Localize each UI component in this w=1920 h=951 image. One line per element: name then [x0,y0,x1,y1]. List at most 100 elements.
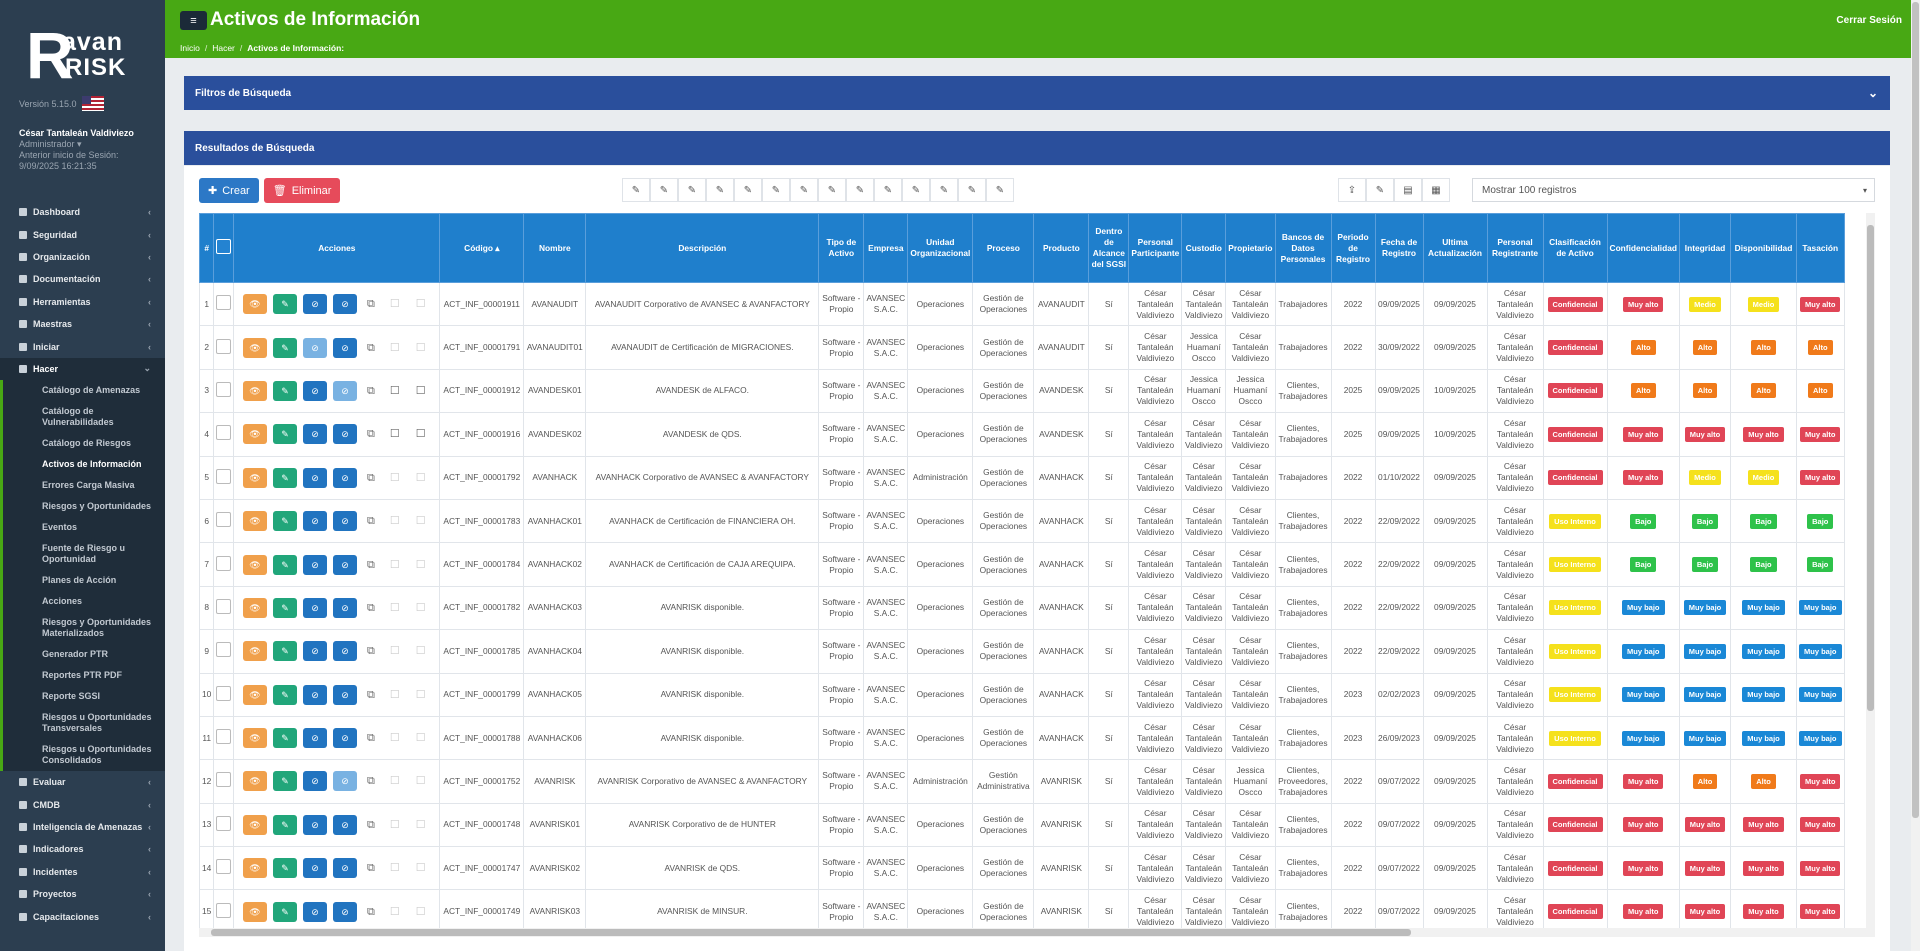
approve-icon[interactable]: ⊘ [303,424,328,445]
row-checkbox[interactable] [216,425,232,441]
submenu-item-riesgos-u-oportunidades-transversales[interactable]: Riesgos u Oportunidades Transversales [42,712,152,734]
sidebar-item-capacitaciones[interactable]: Capacitaciones ‹ [0,905,165,927]
copy-icon[interactable]: ⧉ [367,862,375,875]
row-checkbox[interactable] [216,815,232,831]
view-icon[interactable]: 👁 [243,641,268,662]
approve-icon[interactable]: ⊘ [303,380,328,401]
sidebar-item-iniciar[interactable]: Iniciar ‹ [0,335,165,357]
edit-icon[interactable]: ✎ [273,554,298,575]
edit-icon[interactable]: ✎ [273,467,298,488]
approve-icon[interactable]: ⊘ [303,771,328,792]
sidebar-item-incidentes[interactable]: Incidentes ‹ [0,861,165,883]
row-checkbox[interactable] [216,902,232,918]
edit-square-icon[interactable]: ☐ [415,428,426,441]
pencil-icon[interactable]: ✎ [650,178,678,202]
check-icon[interactable]: ⊘ [333,337,358,358]
us-flag-icon[interactable] [81,96,104,111]
submenu-item-errores-carga-masiva[interactable]: Errores Carga Masiva [42,480,135,491]
submenu-item-eventos[interactable]: Eventos [42,522,78,533]
pencil-icon[interactable]: ✎ [986,178,1014,202]
submenu-item-reportes-ptr-pdf[interactable]: Reportes PTR PDF [42,670,123,681]
upload-icon[interactable]: ⇪ [1338,178,1366,202]
edit-icon[interactable]: ✎ [273,511,298,532]
edit-square-icon[interactable]: ☐ [415,688,426,701]
edit-icon[interactable]: ✎ [273,337,298,358]
check-icon[interactable]: ⊘ [333,424,358,445]
view-icon[interactable]: 👁 [243,597,268,618]
edit-square-icon[interactable]: ☐ [415,298,426,311]
copy-icon[interactable]: ⧉ [367,558,375,571]
view-icon[interactable]: 👁 [243,554,268,575]
approve-icon[interactable]: ⊘ [303,294,328,315]
approve-icon[interactable]: ⊘ [303,337,328,358]
check-icon[interactable]: ⊘ [333,554,358,575]
sidebar-item-documentacion[interactable]: Documentación ‹ [0,268,165,290]
copy-icon[interactable]: ⧉ [367,775,375,788]
edit-square-icon[interactable]: ☐ [415,471,426,484]
chevron-down-icon[interactable]: ⌄ [1867,86,1878,100]
sidebar-item-proyectos[interactable]: Proyectos ‹ [0,883,165,905]
row-checkbox[interactable] [216,381,232,397]
submenu-item-catalogo-de-amenazas[interactable]: Catálogo de Amenazas [42,385,141,396]
approve-icon[interactable]: ⊘ [303,597,328,618]
breadcrumb-inicio[interactable]: Inicio [180,43,200,53]
approve-icon[interactable]: ⊘ [303,467,328,488]
column-header-codigo[interactable]: Código ▴ [439,213,525,283]
sidebar-item-maestras[interactable]: Maestras ‹ [0,313,165,335]
edit-square-icon[interactable]: ☐ [415,905,426,918]
page-size-select[interactable]: Mostrar 100 registros ▾ [1472,178,1875,202]
filters-panel-header[interactable]: Filtros de Búsqueda ⌄ [184,76,1890,110]
pencil-icon[interactable]: ✎ [846,178,874,202]
copy-icon[interactable]: ⧉ [367,515,375,528]
view-icon[interactable]: 👁 [243,380,268,401]
view-icon[interactable]: 👁 [243,294,268,315]
breadcrumb-hacer[interactable]: Hacer [212,43,235,53]
view-icon[interactable]: 👁 [243,858,268,879]
scroll-thumb[interactable] [211,929,1411,936]
edit-square-icon[interactable]: ☐ [389,601,400,614]
column-header-select[interactable] [213,213,235,283]
sidebar-item-herramientas[interactable]: Herramientas ‹ [0,291,165,313]
delete-button[interactable]: 🗑 Eliminar [263,178,341,203]
edit-square-icon[interactable]: ☐ [415,558,426,571]
row-checkbox[interactable] [216,512,232,528]
edit-square-icon[interactable]: ☐ [415,515,426,528]
edit-icon[interactable]: ✎ [273,294,298,315]
row-checkbox[interactable] [216,772,232,788]
copy-icon[interactable]: ⧉ [367,645,375,658]
pencil-icon[interactable]: ✎ [790,178,818,202]
scroll-thumb[interactable] [1867,225,1874,711]
copy-icon[interactable]: ⧉ [367,732,375,745]
submenu-item-catalogo-de-vulnerabilidades[interactable]: Catálogo de Vulnerabilidades [42,406,114,428]
approve-icon[interactable]: ⊘ [303,511,328,532]
check-icon[interactable]: ⊘ [333,814,358,835]
submenu-item-riesgos-u-oportunidades-consolidados[interactable]: Riesgos u Oportunidades Consolidados [42,744,152,766]
approve-icon[interactable]: ⊘ [303,641,328,662]
copy-icon[interactable]: ⧉ [367,905,375,918]
submenu-item-fuente-de-riesgo-u-oportunidad[interactable]: Fuente de Riesgo u Oportunidad [42,543,126,565]
view-icon[interactable]: 👁 [243,814,268,835]
logout-link[interactable]: Cerrar Sesión [1836,15,1902,26]
pencil-icon[interactable]: ✎ [818,178,846,202]
sidebar-item-organizacion[interactable]: Organización ‹ [0,246,165,268]
row-checkbox[interactable] [216,468,232,484]
approve-icon[interactable]: ⊘ [303,814,328,835]
row-checkbox[interactable] [216,859,232,875]
vertical-scrollbar[interactable] [1866,213,1875,937]
edit-square-icon[interactable]: ☐ [389,341,400,354]
view-icon[interactable]: 👁 [243,728,268,749]
sidebar-item-indicadores[interactable]: Indicadores ‹ [0,838,165,860]
approve-icon[interactable]: ⊘ [303,728,328,749]
copy-icon[interactable]: ⧉ [367,428,375,441]
sidebar-item-dashboard[interactable]: Dashboard ‹ [0,201,165,223]
check-icon[interactable]: ⊘ [333,771,358,792]
edit-square-icon[interactable]: ☐ [389,862,400,875]
edit-square-icon[interactable]: ☐ [389,818,400,831]
submenu-item-acciones[interactable]: Acciones [42,596,83,607]
copy-icon[interactable]: ⧉ [367,688,375,701]
edit-icon[interactable]: ✎ [273,901,298,922]
submenu-item-planes-de-accion[interactable]: Planes de Acción [42,575,117,586]
check-icon[interactable]: ⊘ [333,597,358,618]
horizontal-scrollbar[interactable] [199,928,1866,937]
edit-square-icon[interactable]: ☐ [415,384,426,397]
